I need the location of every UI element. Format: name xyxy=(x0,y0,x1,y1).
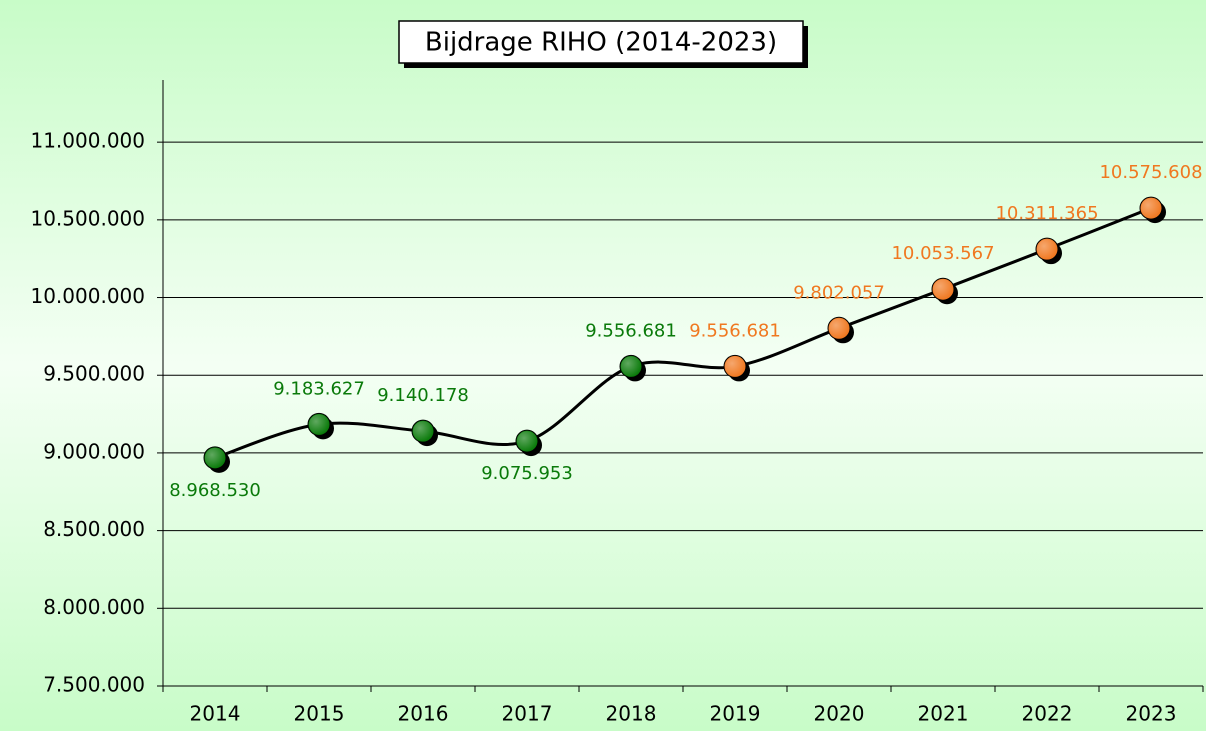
marker-highlight xyxy=(933,279,953,300)
marker-highlight xyxy=(829,318,849,339)
marker-highlight xyxy=(309,414,329,435)
y-tick-label: 9.000.000 xyxy=(43,439,145,463)
x-tick-label: 2021 xyxy=(918,702,969,726)
data-label: 9.556.681 xyxy=(689,320,781,341)
marker-highlight xyxy=(725,356,745,377)
y-tick-label: 11.000.000 xyxy=(30,129,145,153)
data-label: 10.575.608 xyxy=(1099,162,1202,183)
x-tick-label: 2022 xyxy=(1022,702,1073,726)
y-tick-label: 8.000.000 xyxy=(43,595,145,619)
x-tick-label: 2018 xyxy=(606,702,657,726)
data-label: 9.556.681 xyxy=(585,320,677,341)
y-tick-label: 10.000.000 xyxy=(30,284,145,308)
line xyxy=(214,206,1152,460)
data-label: 10.053.567 xyxy=(891,243,994,264)
marker-highlight xyxy=(413,421,433,442)
data-label: 9.075.953 xyxy=(481,463,573,484)
data-label: 10.311.365 xyxy=(995,203,1098,224)
marker-highlight xyxy=(1141,198,1161,219)
x-tick-label: 2015 xyxy=(294,702,345,726)
marker-highlight xyxy=(205,447,225,468)
y-tick-label: 9.500.000 xyxy=(43,362,145,386)
data-label: 9.802.057 xyxy=(793,282,885,303)
marker-highlight xyxy=(517,431,537,452)
marker-highlight xyxy=(621,356,641,377)
marker-highlight xyxy=(1037,239,1057,260)
x-tick-label: 2019 xyxy=(710,702,761,726)
data-label: 9.140.178 xyxy=(377,385,469,406)
data-label: 9.183.627 xyxy=(273,378,365,399)
title-box xyxy=(398,20,804,64)
y-tick-label: 10.500.000 xyxy=(30,206,145,230)
x-tick-label: 2023 xyxy=(1126,702,1177,726)
x-tick-label: 2017 xyxy=(502,702,553,726)
data-label: 8.968.530 xyxy=(169,480,261,501)
x-tick-label: 2016 xyxy=(398,702,449,726)
y-tick-label: 7.500.000 xyxy=(43,673,145,697)
x-tick-label: 2020 xyxy=(814,702,865,726)
y-tick-label: 8.500.000 xyxy=(43,517,145,541)
chart-title: Bijdrage RIHO (2014-2023) xyxy=(425,28,777,58)
x-tick-label: 2014 xyxy=(190,702,241,726)
